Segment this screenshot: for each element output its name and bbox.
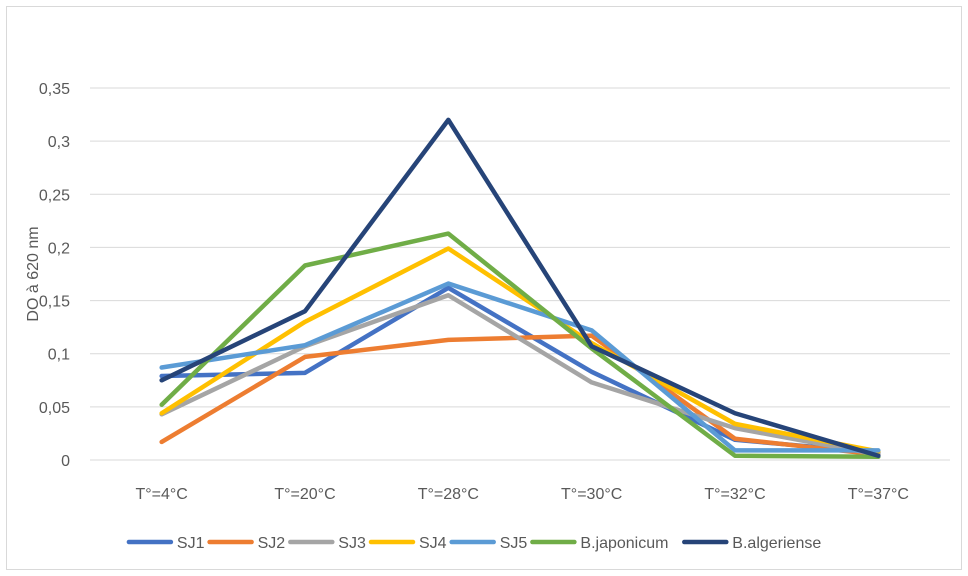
y-tick-label: 0,1 [48,347,70,364]
y-axis-title: DO à 620 nm [25,226,42,321]
y-tick-label: 0,15 [39,294,70,311]
x-tick-label: T°=37°C [848,486,909,503]
series-line-sj1 [159,285,881,455]
y-tick-label: 0,05 [39,400,70,417]
y-tick-label: 0,2 [48,240,70,257]
legend-item: B.japonicum [530,535,668,552]
x-tick-label: T°=32°C [704,486,765,503]
chart-frame [6,6,962,570]
x-tick-label: T°=4°C [135,486,187,503]
y-tick-label: 0,3 [48,134,70,151]
series-line-b-japonicum [159,231,881,460]
legend-item: SJ2 [207,535,286,552]
legend-item: B.algeriense [682,535,821,552]
legend-label: SJ3 [338,535,366,552]
series-line-b-algeriense [159,117,881,458]
legend-label: SJ2 [258,535,286,552]
legend-label: SJ4 [419,535,447,552]
legend-label: SJ5 [500,535,528,552]
series-lines [159,117,881,460]
gridlines [90,87,950,461]
legend: SJ1 SJ2 SJ3 SJ4 SJ5 B.japonicum B.algeriense [126,535,821,552]
legend-label: SJ1 [177,535,205,552]
series-line-sj3 [159,293,881,457]
x-tick-label: T°=30°C [561,486,622,503]
y-tick-label: 0,25 [39,187,70,204]
legend-item: SJ3 [288,535,366,552]
y-axis-ticks: 0 0,05 0,1 0,15 0,2 0,25 0,3 0,35 [39,81,70,470]
series-line-sj4 [159,246,881,454]
legend-item: SJ5 [449,535,528,552]
x-axis-ticks: T°=4°C T°=20°C T°=28°C T°=30°C T°=32°C T°=37°… [135,486,908,503]
legend-item: SJ1 [126,535,205,552]
x-tick-label: T°=20°C [274,486,335,503]
legend-label: B.japonicum [580,535,668,552]
legend-label: B.algeriense [732,535,821,552]
series-line-sj5 [159,281,881,453]
y-tick-label: 0 [61,453,70,470]
legend-item: SJ4 [368,535,447,552]
x-tick-label: T°=28°C [418,486,479,503]
y-tick-label: 0,35 [39,81,70,98]
